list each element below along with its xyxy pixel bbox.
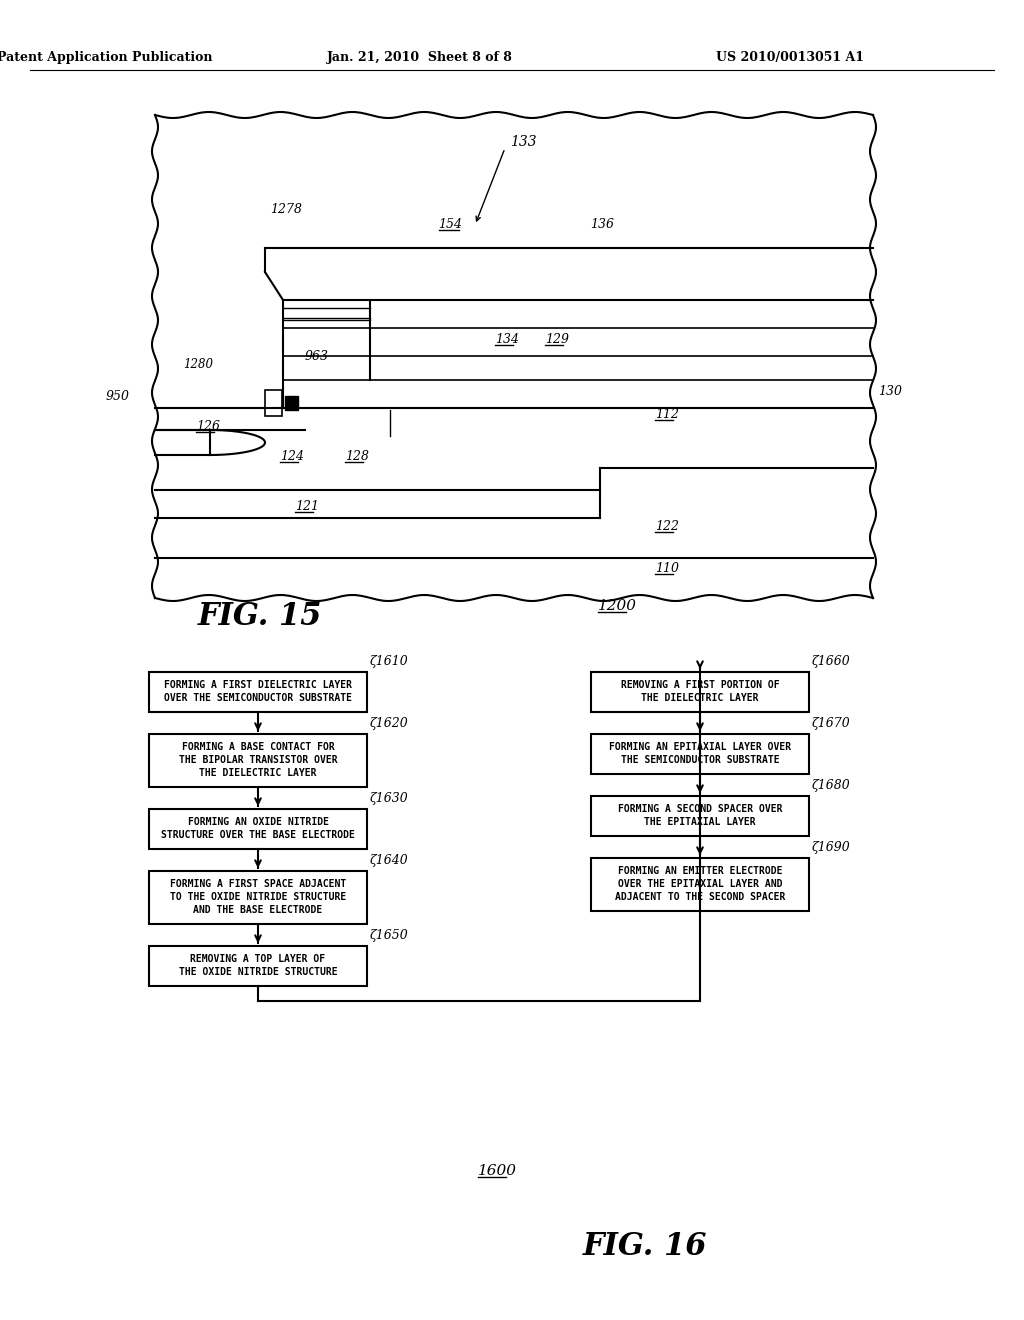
Text: 154: 154 (438, 218, 462, 231)
Text: ζ1660: ζ1660 (812, 655, 851, 668)
Text: 1200: 1200 (598, 599, 637, 612)
Bar (591, 858, 809, 911)
Text: ADJACENT TO THE SECOND SPACER: ADJACENT TO THE SECOND SPACER (614, 892, 785, 902)
Text: 134: 134 (495, 333, 519, 346)
Text: THE EPITAXIAL LAYER: THE EPITAXIAL LAYER (644, 817, 756, 828)
Text: 133: 133 (510, 135, 537, 149)
Text: 1280: 1280 (183, 358, 213, 371)
Text: 112: 112 (655, 408, 679, 421)
Text: US 2010/0013051 A1: US 2010/0013051 A1 (716, 51, 864, 65)
Text: 126: 126 (196, 420, 220, 433)
Bar (150, 946, 367, 986)
Text: TO THE OXIDE NITRIDE STRUCTURE: TO THE OXIDE NITRIDE STRUCTURE (170, 892, 346, 902)
Text: THE SEMICONDUCTOR SUBSTRATE: THE SEMICONDUCTOR SUBSTRATE (621, 755, 779, 766)
Text: REMOVING A TOP LAYER OF: REMOVING A TOP LAYER OF (190, 954, 326, 964)
Bar (591, 796, 809, 836)
Text: Patent Application Publication: Patent Application Publication (0, 51, 213, 65)
Text: 1600: 1600 (478, 1164, 517, 1177)
Text: ζ1650: ζ1650 (370, 929, 409, 942)
Bar (150, 871, 367, 924)
Text: FORMING A FIRST SPACE ADJACENT: FORMING A FIRST SPACE ADJACENT (170, 879, 346, 888)
Text: FIG. 15: FIG. 15 (198, 601, 323, 632)
Text: FORMING A FIRST DIELECTRIC LAYER: FORMING A FIRST DIELECTRIC LAYER (164, 680, 352, 690)
Text: 963: 963 (305, 350, 329, 363)
Text: OVER THE EPITAXIAL LAYER AND: OVER THE EPITAXIAL LAYER AND (617, 879, 782, 888)
Text: ζ1680: ζ1680 (812, 779, 851, 792)
Text: 122: 122 (655, 520, 679, 533)
Text: THE DIELECTRIC LAYER: THE DIELECTRIC LAYER (641, 693, 759, 704)
Text: ζ1610: ζ1610 (370, 655, 409, 668)
Text: THE BIPOLAR TRANSISTOR OVER: THE BIPOLAR TRANSISTOR OVER (178, 755, 337, 766)
Bar (285, 396, 298, 411)
Text: Jan. 21, 2010  Sheet 8 of 8: Jan. 21, 2010 Sheet 8 of 8 (327, 51, 513, 65)
Text: 124: 124 (280, 450, 304, 463)
Text: 1278: 1278 (270, 203, 302, 216)
Bar (150, 672, 367, 711)
Text: 128: 128 (345, 450, 369, 463)
Text: FORMING A SECOND SPACER OVER: FORMING A SECOND SPACER OVER (617, 804, 782, 814)
Text: FORMING AN OXIDE NITRIDE: FORMING AN OXIDE NITRIDE (187, 817, 329, 828)
Bar (591, 672, 809, 711)
Bar (150, 734, 367, 787)
Text: THE DIELECTRIC LAYER: THE DIELECTRIC LAYER (200, 768, 316, 777)
Text: 950: 950 (106, 389, 130, 403)
Bar (591, 734, 809, 774)
Text: ζ1690: ζ1690 (812, 841, 851, 854)
Text: 130: 130 (878, 385, 902, 399)
Text: 121: 121 (295, 500, 319, 513)
Text: ζ1620: ζ1620 (370, 717, 409, 730)
Text: 110: 110 (655, 562, 679, 576)
Text: FIG. 16: FIG. 16 (583, 1232, 708, 1262)
Text: REMOVING A FIRST PORTION OF: REMOVING A FIRST PORTION OF (621, 680, 779, 690)
Text: ζ1630: ζ1630 (370, 792, 409, 805)
Text: FORMING AN EMITTER ELECTRODE: FORMING AN EMITTER ELECTRODE (617, 866, 782, 876)
Text: 136: 136 (590, 218, 614, 231)
Text: 129: 129 (545, 333, 569, 346)
Bar (265, 389, 282, 416)
Text: ζ1670: ζ1670 (812, 717, 851, 730)
Bar (150, 809, 367, 849)
Text: FORMING AN EPITAXIAL LAYER OVER: FORMING AN EPITAXIAL LAYER OVER (609, 742, 792, 752)
Text: STRUCTURE OVER THE BASE ELECTRODE: STRUCTURE OVER THE BASE ELECTRODE (161, 830, 355, 840)
Text: OVER THE SEMICONDUCTOR SUBSTRATE: OVER THE SEMICONDUCTOR SUBSTRATE (164, 693, 352, 704)
Text: FORMING A BASE CONTACT FOR: FORMING A BASE CONTACT FOR (181, 742, 335, 752)
Text: ζ1640: ζ1640 (370, 854, 409, 867)
Text: AND THE BASE ELECTRODE: AND THE BASE ELECTRODE (194, 906, 323, 915)
Text: THE OXIDE NITRIDE STRUCTURE: THE OXIDE NITRIDE STRUCTURE (178, 968, 337, 977)
